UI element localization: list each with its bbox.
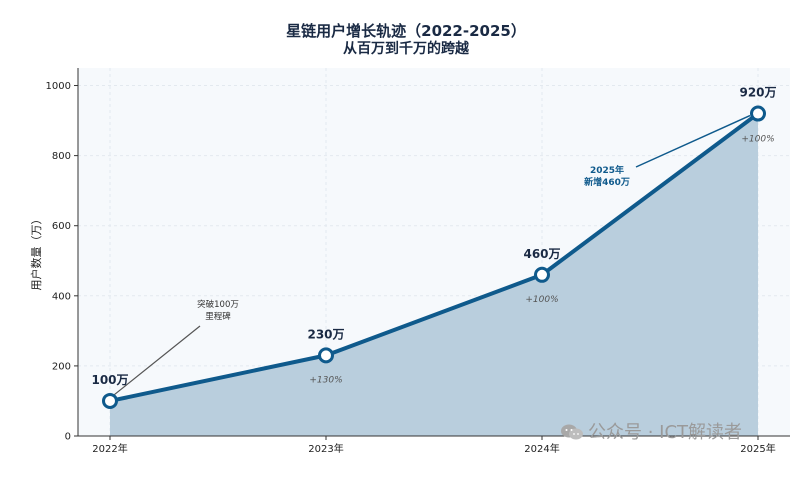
watermark: 公众号 · ICT解读者	[560, 418, 742, 444]
x-tick-label: 2024年	[524, 442, 559, 455]
y-tick-label: 400	[52, 291, 71, 302]
series-line	[109, 111, 760, 403]
data-point	[750, 105, 766, 122]
data-point	[102, 392, 118, 409]
data-label: 460万	[523, 247, 560, 261]
annotation-text: 2025年	[590, 164, 624, 176]
data-point	[318, 347, 334, 364]
x-tick-label: 2022年	[92, 442, 127, 455]
y-tick-label: 800	[52, 151, 71, 162]
annotation-line	[635, 114, 751, 168]
data-label: 100万	[91, 373, 128, 387]
annotation-text: 新增460万	[584, 176, 630, 188]
chart-title: 星链用户增长轨迹（2022-2025）	[286, 22, 526, 40]
y-tick-label: 0	[65, 432, 71, 443]
annotation-text: 里程碑	[205, 311, 231, 322]
y-axis-label: 用户数量（万）	[29, 214, 43, 291]
wechat-icon	[561, 424, 583, 440]
growth-label: +100%	[525, 295, 558, 305]
annotation-text: 突破100万	[197, 299, 239, 310]
data-point	[534, 266, 550, 283]
growth-label: +130%	[309, 375, 342, 385]
data-label: 230万	[307, 327, 344, 341]
area-fill	[110, 113, 758, 437]
y-tick-label: 600	[52, 221, 71, 232]
x-tick-label: 2023年	[308, 442, 343, 455]
y-tick-label: 1000	[46, 81, 71, 92]
x-tick-label: 2025年	[740, 442, 775, 455]
data-label: 920万	[739, 86, 776, 100]
y-tick-label: 200	[52, 361, 71, 372]
watermark-text: 公众号 · ICT解读者	[588, 422, 743, 443]
annotation-line	[113, 325, 201, 396]
growth-label: +100%	[741, 135, 774, 145]
chart-subtitle: 从百万到千万的跨越	[343, 41, 469, 57]
